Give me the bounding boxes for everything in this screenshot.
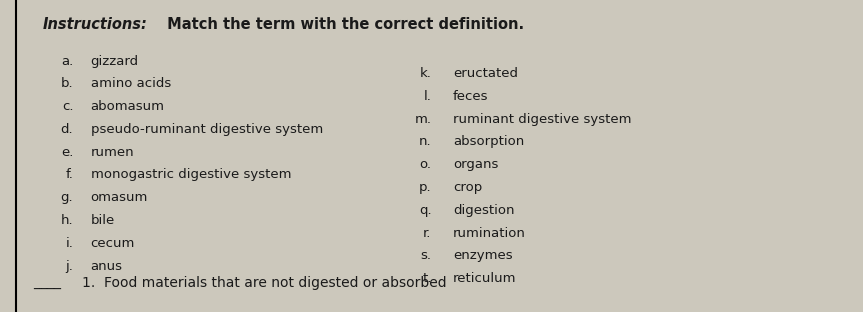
Text: k.: k. <box>419 67 432 80</box>
Text: crop: crop <box>453 181 482 194</box>
Text: n.: n. <box>419 135 432 149</box>
Text: h.: h. <box>60 214 73 227</box>
Text: e.: e. <box>61 146 73 159</box>
Text: cecum: cecum <box>91 237 135 250</box>
Text: ruminant digestive system: ruminant digestive system <box>453 113 632 126</box>
Text: monogastric digestive system: monogastric digestive system <box>91 168 291 182</box>
Text: m.: m. <box>414 113 432 126</box>
Text: pseudo-ruminant digestive system: pseudo-ruminant digestive system <box>91 123 323 136</box>
Text: l.: l. <box>424 90 432 103</box>
Text: absorption: absorption <box>453 135 525 149</box>
Text: q.: q. <box>419 204 432 217</box>
Text: rumen: rumen <box>91 146 135 159</box>
Text: reticulum: reticulum <box>453 272 517 285</box>
Text: digestion: digestion <box>453 204 514 217</box>
Text: p.: p. <box>419 181 432 194</box>
Text: Match the term with the correct definition.: Match the term with the correct definiti… <box>162 17 525 32</box>
Text: omasum: omasum <box>91 191 148 204</box>
Text: abomasum: abomasum <box>91 100 165 113</box>
Text: b.: b. <box>60 77 73 90</box>
Text: o.: o. <box>419 158 432 171</box>
Text: t.: t. <box>422 272 432 285</box>
Text: r.: r. <box>423 227 432 240</box>
Text: gizzard: gizzard <box>91 55 139 68</box>
Text: feces: feces <box>453 90 488 103</box>
Text: g.: g. <box>60 191 73 204</box>
Text: f.: f. <box>66 168 73 182</box>
Text: organs: organs <box>453 158 499 171</box>
Text: i.: i. <box>66 237 73 250</box>
Text: bile: bile <box>91 214 115 227</box>
Text: c.: c. <box>62 100 73 113</box>
Text: enzymes: enzymes <box>453 249 513 262</box>
Text: rumination: rumination <box>453 227 526 240</box>
Text: a.: a. <box>61 55 73 68</box>
Text: eructated: eructated <box>453 67 518 80</box>
Text: anus: anus <box>91 260 123 273</box>
Text: ____: ____ <box>33 276 60 290</box>
Text: 1.  Food materials that are not digested or absorbed: 1. Food materials that are not digested … <box>82 276 447 290</box>
Text: amino acids: amino acids <box>91 77 171 90</box>
Text: d.: d. <box>60 123 73 136</box>
Text: s.: s. <box>420 249 432 262</box>
Text: j.: j. <box>66 260 73 273</box>
Text: Instructions:: Instructions: <box>43 17 148 32</box>
